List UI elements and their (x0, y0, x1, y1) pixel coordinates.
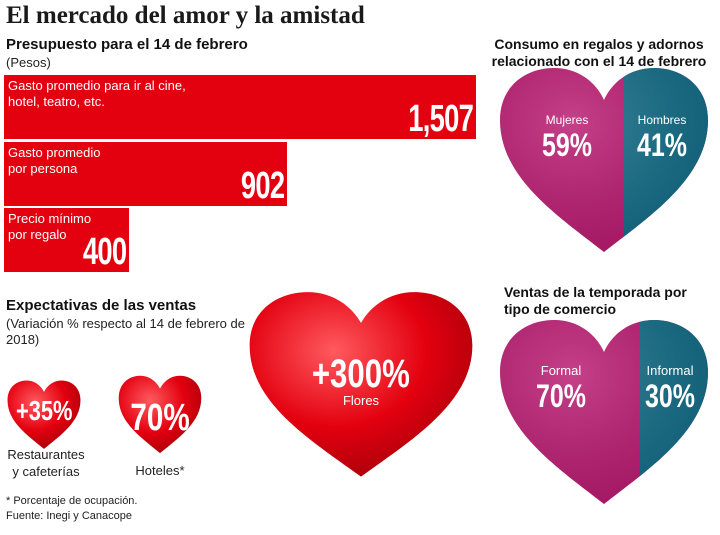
footnote-source: Fuente: Inegi y Canacope (6, 510, 132, 522)
footnote: * Porcentaje de ocupación. Fuente: Inegi… (6, 494, 137, 524)
formal-value: 70% (536, 378, 586, 414)
budget-bar-value: 902 (240, 165, 285, 207)
footnote-note: * Porcentaje de ocupación. (6, 495, 138, 507)
budget-bar-label: Gasto promedio por persona (8, 145, 101, 177)
budget-bar-label-line: Gasto promedio (8, 145, 101, 160)
men-value: 41% (637, 127, 687, 163)
budget-heading: Presupuesto para el 14 de febrero (6, 36, 248, 53)
sales-type-heart (500, 320, 708, 504)
hotels-value: 70% (130, 397, 190, 439)
hotels-label: Hoteles* (135, 463, 185, 478)
budget-bar-label: Precio mínimo por regalo (8, 211, 91, 243)
restaurants-label-line1: Restaurantes (7, 447, 85, 462)
informal-label: Informal (646, 363, 694, 378)
budget-bar-value: 400 (82, 231, 127, 273)
men-segment: Hombres 41% (624, 113, 700, 164)
page-title: El mercado del amor y la amistad (6, 2, 365, 29)
consumption-heading-line2: relacionado con el 14 de febrero (491, 53, 707, 69)
budget-bar-label: Gasto promedio para ir al cine, hotel, te… (8, 78, 186, 110)
budget-bar-value: 1,507 (408, 98, 474, 140)
women-segment: Mujeres 59% (522, 113, 612, 164)
consumption-heading-line1: Consumo en regalos y adornos (494, 36, 704, 52)
sales-type-heading-line1: Ventas de la temporada por (504, 284, 687, 300)
sales-type-heading: Ventas de la temporada por tipo de comer… (504, 284, 687, 318)
budget-unit: (Pesos) (6, 55, 51, 70)
informal-segment: Informal 30% (636, 363, 704, 415)
restaurants-value-wrap: +35% (6, 395, 82, 427)
consumption-heart (500, 68, 708, 252)
expectations-heading: Expectativas de las ventas (6, 297, 197, 314)
budget-bar: Gasto promedio por persona 902 (4, 142, 287, 207)
hotels-value-wrap: 70% (117, 397, 203, 440)
flowers-value: +300% (311, 352, 411, 396)
women-value: 59% (542, 127, 592, 163)
restaurants-label-line2: y cafeterías (12, 464, 80, 479)
budget-bar-label-line: Precio mínimo (8, 211, 92, 226)
expectations-subtitle: (Variación % respecto al 14 de febrero d… (6, 316, 245, 348)
budget-bar: Gasto promedio para ir al cine, hotel, te… (4, 75, 476, 140)
women-label: Mujeres (545, 113, 589, 127)
restaurants-value: +35% (15, 395, 73, 426)
consumption-heading: Consumo en regalos y adornos relacionado… (478, 36, 720, 70)
budget-bar-label-line: por regalo (8, 227, 67, 242)
restaurants-label: Restaurantes y cafeterías (0, 446, 92, 480)
budget-bar-label-line: por persona (8, 161, 78, 176)
flowers-value-wrap: +300% Flores (245, 352, 477, 408)
expectations-subtitle-line1: (Variación % respecto al 14 de febrero d… (6, 316, 245, 331)
flowers-label: Flores (342, 393, 380, 408)
men-label: Hombres (637, 113, 687, 127)
budget-bar: Precio mínimo por regalo 400 (4, 208, 129, 273)
formal-segment: Formal 70% (516, 363, 606, 415)
formal-label: Formal (540, 363, 582, 378)
expectations-subtitle-line2: 2018) (6, 332, 40, 347)
sales-type-heading-line2: tipo de comercio (504, 301, 617, 317)
informal-value: 30% (645, 378, 695, 414)
budget-bar-label-line: hotel, teatro, etc. (8, 94, 105, 109)
budget-bar-label-line: Gasto promedio para ir al cine, (8, 78, 186, 93)
